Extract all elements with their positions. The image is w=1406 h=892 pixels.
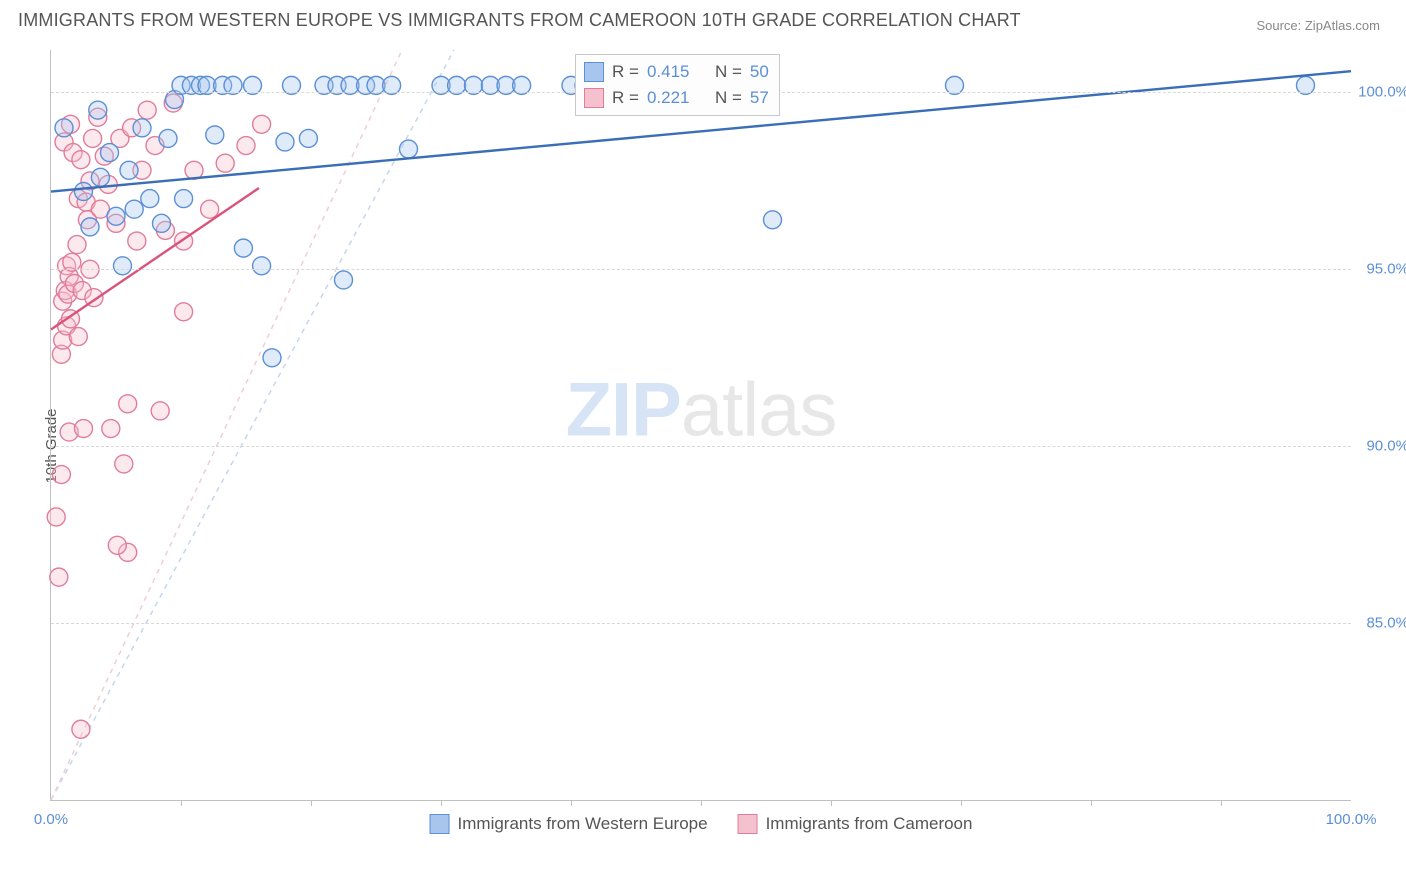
scatter-point: [115, 455, 133, 473]
y-tick-label: 90.0%: [1353, 438, 1406, 455]
scatter-point: [234, 239, 252, 257]
y-tick-label: 85.0%: [1353, 615, 1406, 632]
legend-swatch: [584, 62, 604, 82]
gridline: [51, 623, 1351, 624]
scatter-point: [159, 129, 177, 147]
scatter-point: [52, 466, 70, 484]
scatter-point: [47, 508, 65, 526]
x-tick-mark: [181, 800, 182, 806]
x-tick-mark: [571, 800, 572, 806]
plot-area: ZIPatlas 85.0%90.0%95.0%100.0%0.0%100.0%…: [50, 50, 1351, 801]
y-tick-label: 95.0%: [1353, 261, 1406, 278]
scatter-point: [237, 137, 255, 155]
scatter-point: [216, 154, 234, 172]
legend-label: Immigrants from Cameroon: [766, 814, 973, 834]
scatter-point: [120, 161, 138, 179]
scatter-point: [175, 303, 193, 321]
legend-swatch: [430, 814, 450, 834]
r-value: 0.221: [647, 85, 690, 111]
r-value: 0.415: [647, 59, 690, 85]
scatter-point: [299, 129, 317, 147]
x-tick-mark: [441, 800, 442, 806]
scatter-point: [107, 207, 125, 225]
legend-label: Immigrants from Western Europe: [458, 814, 708, 834]
scatter-point: [335, 271, 353, 289]
x-tick-mark: [701, 800, 702, 806]
scatter-point: [175, 190, 193, 208]
legend-item: Immigrants from Cameroon: [738, 814, 973, 834]
gridline: [51, 269, 1351, 270]
scatter-point: [75, 420, 93, 438]
scatter-point: [102, 420, 120, 438]
legend-item: Immigrants from Western Europe: [430, 814, 708, 834]
x-tick-label: 100.0%: [1326, 811, 1377, 828]
scatter-point: [89, 101, 107, 119]
scatter-point: [72, 720, 90, 738]
scatter-point: [151, 402, 169, 420]
scatter-point: [133, 119, 151, 137]
scatter-point: [108, 536, 126, 554]
legend-swatch: [738, 814, 758, 834]
y-tick-label: 100.0%: [1353, 84, 1406, 101]
scatter-point: [69, 328, 87, 346]
x-tick-mark: [961, 800, 962, 806]
source-link[interactable]: ZipAtlas.com: [1305, 18, 1380, 33]
scatter-point: [101, 144, 119, 162]
r-label: R =: [612, 85, 639, 111]
scatter-point: [114, 257, 132, 275]
scatter-point: [128, 232, 146, 250]
n-label: N =: [715, 85, 742, 111]
scatter-point: [55, 119, 73, 137]
scatter-point: [75, 183, 93, 201]
scatter-point: [84, 129, 102, 147]
scatter-point: [263, 349, 281, 367]
scatter-point: [253, 257, 271, 275]
chart-title: IMMIGRANTS FROM WESTERN EUROPE VS IMMIGR…: [18, 10, 1021, 31]
scatter-point: [138, 101, 156, 119]
scatter-point: [81, 218, 99, 236]
scatter-point: [50, 568, 68, 586]
x-tick-label: 0.0%: [34, 811, 68, 828]
stats-legend-row: R = 0.415 N = 50: [584, 59, 769, 85]
scatter-point: [400, 140, 418, 158]
x-tick-mark: [831, 800, 832, 806]
n-label: N =: [715, 59, 742, 85]
chart-container: IMMIGRANTS FROM WESTERN EUROPE VS IMMIGR…: [0, 0, 1406, 892]
stats-legend: R = 0.415 N = 50 R = 0.221 N = 57: [575, 54, 780, 116]
scatter-point: [125, 200, 143, 218]
source-attribution: Source: ZipAtlas.com: [1256, 18, 1380, 33]
scatter-point: [253, 115, 271, 133]
series-legend: Immigrants from Western Europe Immigrants…: [430, 814, 973, 834]
scatter-point: [764, 211, 782, 229]
scatter-point: [68, 236, 86, 254]
n-value: 50: [750, 59, 769, 85]
scatter-point: [276, 133, 294, 151]
scatter-point: [206, 126, 224, 144]
scatter-point: [72, 151, 90, 169]
scatter-point: [119, 395, 137, 413]
scatter-point: [153, 214, 171, 232]
source-label: Source:: [1256, 18, 1304, 33]
x-tick-mark: [1221, 800, 1222, 806]
n-value: 57: [750, 85, 769, 111]
x-tick-mark: [311, 800, 312, 806]
legend-swatch: [584, 88, 604, 108]
stats-legend-row: R = 0.221 N = 57: [584, 85, 769, 111]
scatter-point: [91, 168, 109, 186]
scatter-point: [141, 190, 159, 208]
x-tick-mark: [1091, 800, 1092, 806]
r-label: R =: [612, 59, 639, 85]
gridline: [51, 446, 1351, 447]
scatter-point: [201, 200, 219, 218]
plot-svg: [51, 50, 1351, 800]
